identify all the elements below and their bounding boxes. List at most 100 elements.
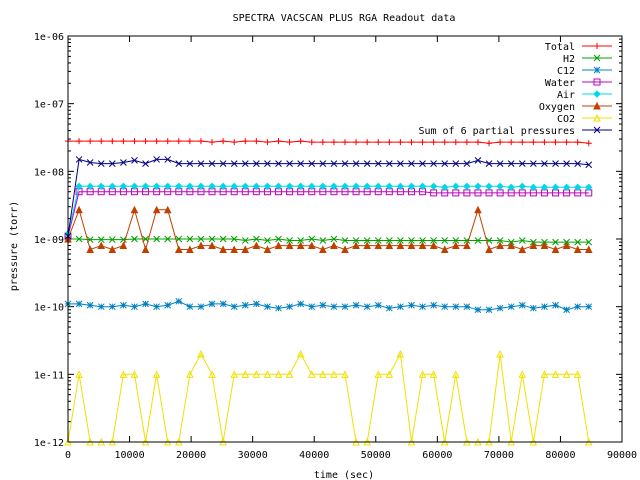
data-point <box>396 241 405 250</box>
data-point <box>307 370 316 378</box>
data-point <box>308 139 315 146</box>
data-point <box>551 370 560 378</box>
data-point <box>142 138 149 145</box>
data-point <box>75 300 83 308</box>
data-point <box>252 241 261 250</box>
data-point <box>452 160 460 167</box>
data-point <box>474 139 481 146</box>
data-point <box>486 140 493 147</box>
data-point <box>441 183 449 192</box>
data-point <box>552 238 559 246</box>
series-line <box>67 191 589 237</box>
data-point <box>108 236 116 243</box>
data-point <box>563 160 570 167</box>
data-point <box>540 370 549 378</box>
data-point <box>197 241 205 250</box>
data-point <box>175 138 182 145</box>
legend-marker <box>593 66 601 74</box>
data-point <box>585 140 592 147</box>
data-point <box>352 160 360 167</box>
data-point <box>141 245 150 253</box>
data-point <box>197 160 205 167</box>
series-line <box>68 238 589 243</box>
data-point <box>274 370 283 378</box>
data-point <box>385 241 394 250</box>
data-point <box>497 139 504 146</box>
data-point <box>429 241 438 250</box>
data-point <box>330 139 337 146</box>
data-point <box>241 370 250 378</box>
x-tick-label: 90000 <box>607 450 637 461</box>
data-point <box>519 139 526 146</box>
plot-frame <box>67 35 623 443</box>
data-point <box>518 370 527 378</box>
data-point <box>341 370 349 378</box>
data-point <box>385 237 393 244</box>
data-point <box>241 160 249 167</box>
data-point <box>418 370 427 378</box>
data-point <box>385 182 394 191</box>
data-point <box>551 183 560 192</box>
data-point <box>585 238 593 246</box>
data-point <box>562 241 571 250</box>
data-point <box>263 370 272 378</box>
data-point <box>119 241 128 250</box>
data-point <box>120 159 127 166</box>
data-point <box>441 303 449 311</box>
data-point <box>86 159 94 166</box>
data-point <box>385 370 394 378</box>
data-point <box>142 300 149 308</box>
data-point <box>430 160 437 167</box>
legend-label: Total <box>545 42 575 53</box>
data-point <box>496 304 504 312</box>
data-point <box>153 138 160 145</box>
legend-marker <box>593 101 601 110</box>
data-point <box>219 245 227 253</box>
data-point <box>397 303 404 311</box>
data-point <box>541 139 548 146</box>
x-tick-label: 70000 <box>484 450 514 461</box>
series-7 <box>64 156 593 240</box>
series-3 <box>64 188 593 240</box>
data-point <box>463 182 471 191</box>
data-point <box>252 182 261 191</box>
data-point <box>474 237 482 244</box>
data-point <box>574 139 581 146</box>
data-point <box>308 303 316 311</box>
data-point <box>296 241 305 250</box>
data-point <box>451 370 460 378</box>
legend-marker <box>593 54 601 62</box>
data-point <box>330 241 338 250</box>
data-point <box>130 370 139 378</box>
data-point <box>474 182 482 191</box>
data-point <box>175 182 183 191</box>
data-point <box>186 235 194 243</box>
data-point <box>297 237 305 244</box>
data-point <box>485 306 493 314</box>
data-point <box>518 182 526 191</box>
data-point <box>540 183 549 192</box>
data-point <box>364 139 371 146</box>
chart-title: SPECTRA VACSCAN PLUS RGA Readout data <box>233 13 456 24</box>
data-point <box>186 138 193 145</box>
data-point <box>219 300 227 308</box>
data-point <box>164 182 172 191</box>
data-point <box>342 139 348 146</box>
data-point <box>541 160 548 167</box>
data-point <box>152 370 161 378</box>
data-point <box>418 241 427 250</box>
data-point <box>241 301 249 309</box>
legend-label: C12 <box>557 66 575 77</box>
data-point <box>264 160 271 167</box>
data-point <box>396 349 405 358</box>
data-point <box>552 301 559 309</box>
data-point <box>518 245 527 253</box>
data-point <box>108 245 117 253</box>
data-point <box>452 139 459 146</box>
data-point <box>396 182 405 191</box>
data-point <box>540 241 549 250</box>
data-point <box>197 235 205 243</box>
data-point <box>153 303 160 311</box>
